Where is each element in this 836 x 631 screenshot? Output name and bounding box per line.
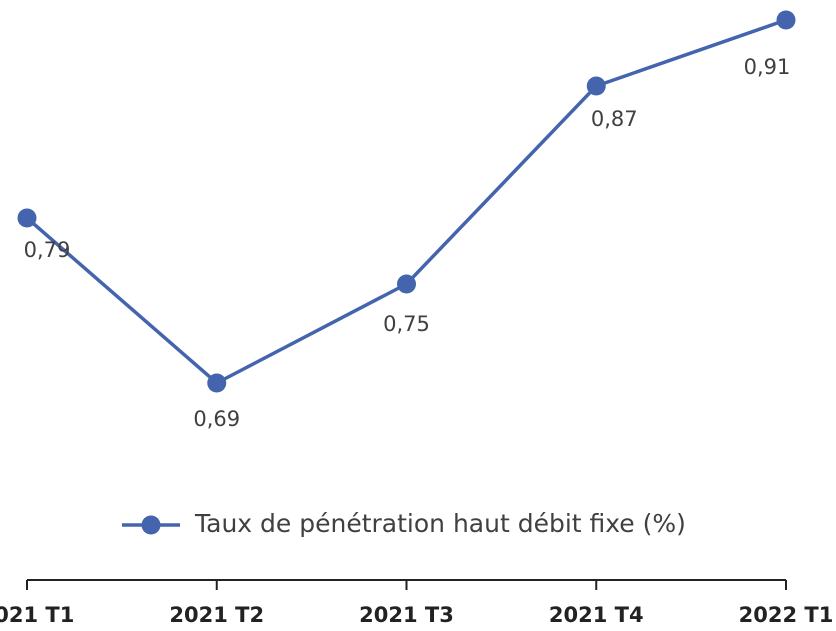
x-tick-label: 2021 T1 — [0, 603, 74, 627]
marker — [776, 10, 796, 30]
marker — [397, 274, 416, 294]
data-label: 0,91 — [744, 55, 791, 79]
data-label: 0,87 — [591, 107, 638, 131]
data-label: 0,79 — [24, 238, 71, 262]
legend-marker — [141, 515, 161, 535]
data-label: 0,69 — [193, 407, 240, 431]
x-tick-label: 2021 T3 — [359, 603, 454, 627]
data-label: 0,75 — [383, 312, 430, 336]
x-tick-label: 2021 T4 — [549, 603, 644, 627]
marker — [17, 208, 37, 228]
legend-label: Taux de pénétration haut débit fixe (%) — [194, 509, 686, 538]
x-tick-label: 2022 T1 — [739, 603, 834, 627]
marker — [586, 76, 606, 96]
x-tick-label: 2021 T2 — [169, 603, 264, 627]
marker — [207, 373, 227, 393]
